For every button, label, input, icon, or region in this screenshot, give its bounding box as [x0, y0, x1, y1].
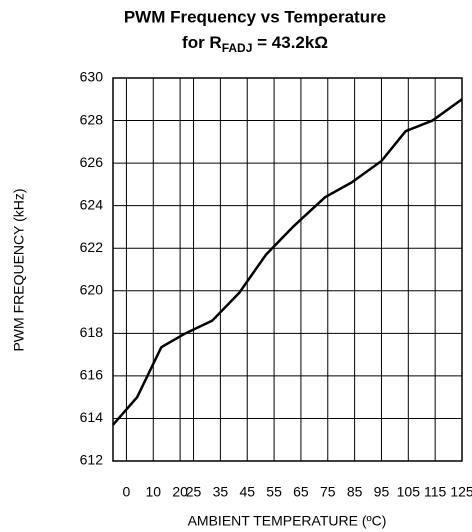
plot-border — [112, 77, 463, 462]
x-tick-label: 95 — [374, 484, 390, 500]
x-tick-label: 85 — [347, 484, 363, 500]
y-axis-label: PWM FREQUENCY (kHz) — [11, 188, 27, 351]
subtitle-text: for R — [182, 33, 222, 52]
x-tick-label: 45 — [239, 484, 255, 500]
x-tick-label: 25 — [186, 484, 202, 500]
chart-title: PWM Frequency vs Temperature — [124, 7, 386, 26]
x-tick-label: 65 — [293, 484, 309, 500]
x-axis-label: AMBIENT TEMPERATURE (ºC) — [188, 513, 387, 529]
x-tick-label: 20 — [172, 484, 188, 500]
x-tick-label: 55 — [266, 484, 282, 500]
subtitle-subscript: FADJ — [222, 41, 253, 55]
x-tick-label: 115 — [424, 484, 447, 500]
x-tick-label: 125 — [450, 484, 472, 500]
y-tick-label: 628 — [80, 111, 104, 127]
x-tick-label: 10 — [145, 484, 161, 500]
y-tick-label: 626 — [80, 154, 104, 170]
x-tick-label: 75 — [320, 484, 336, 500]
subtitle-rest: = 43.2kΩ — [252, 33, 328, 52]
y-tick-label: 620 — [80, 281, 104, 297]
y-tick-label: 622 — [80, 239, 104, 255]
y-tick-label: 614 — [80, 409, 104, 425]
x-tick-label: 0 — [123, 484, 131, 500]
chart-subtitle: for RFADJ = 43.2kΩ — [182, 33, 328, 55]
y-tick-label: 618 — [80, 324, 104, 340]
y-tick-label: 630 — [80, 69, 104, 85]
y-tick-label: 616 — [80, 367, 104, 383]
x-tick-label: 35 — [213, 484, 229, 500]
y-tick-label: 612 — [80, 452, 104, 468]
data-line — [112, 98, 463, 426]
x-tick-label: 105 — [397, 484, 421, 500]
y-tick-label: 624 — [80, 196, 104, 212]
